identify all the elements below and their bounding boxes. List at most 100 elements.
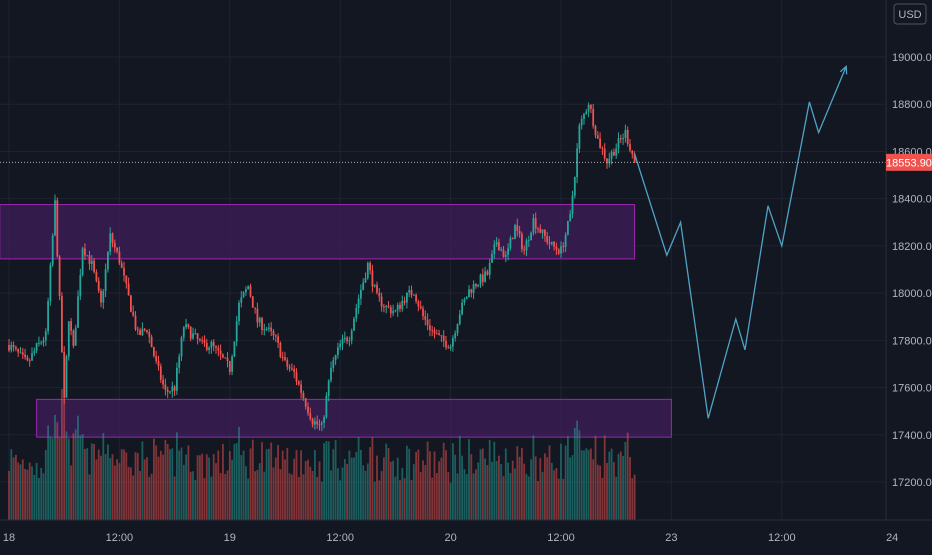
volume-bar (261, 442, 263, 520)
time-tick-label: 19 (224, 532, 236, 544)
candle-body (307, 406, 309, 414)
candle-body (424, 316, 427, 320)
candle-body (77, 296, 79, 328)
candle-body (49, 264, 52, 302)
candle-body (470, 289, 473, 293)
candle-body (532, 218, 535, 233)
candle-body (263, 329, 266, 331)
volume-bar (502, 476, 505, 520)
volume-bar (486, 465, 489, 520)
volume-bar (54, 414, 56, 520)
candle-body (567, 221, 569, 235)
candle-body (304, 398, 307, 407)
candle-body (343, 337, 346, 339)
candle-body (350, 330, 353, 341)
volume-bar (343, 458, 346, 520)
candle-body (389, 307, 392, 314)
candle-body (477, 284, 480, 287)
time-tick-label: 12:00 (326, 532, 354, 544)
volume-bar (385, 443, 388, 520)
candle-body (626, 130, 629, 144)
volume-bar (357, 437, 360, 520)
volume-bar (479, 449, 482, 520)
volume-bar (514, 468, 516, 520)
volume-bar (84, 449, 86, 520)
candle-body (33, 350, 36, 354)
candle-body (268, 327, 270, 329)
candle-body (212, 341, 215, 346)
candle-body (127, 283, 130, 296)
volume-bar (65, 431, 68, 520)
volume-bar (56, 422, 59, 520)
candle-body (617, 138, 620, 149)
volume-bar (380, 470, 383, 520)
candle-body (403, 300, 406, 303)
candle-body (548, 242, 551, 244)
volume-bar (118, 463, 121, 520)
volume-bar (422, 460, 424, 520)
volume-bar (541, 471, 544, 520)
price-axis-panel[interactable] (886, 0, 932, 520)
candle-body (176, 367, 178, 391)
volume-bar (67, 438, 70, 520)
candle-body (70, 321, 72, 331)
volume-bar (419, 471, 422, 520)
candle-body (629, 143, 631, 151)
candle-body (325, 395, 328, 418)
volume-bar (355, 451, 358, 520)
volume-bar (196, 455, 199, 520)
volume-bar (178, 450, 181, 520)
candle-body (327, 380, 330, 396)
volume-bar (378, 480, 381, 520)
volume-bar (578, 430, 581, 520)
candle-body (104, 269, 107, 292)
volume-bar (320, 481, 323, 520)
candle-body (311, 418, 314, 425)
volume-bar (364, 470, 367, 520)
volume-bar (130, 467, 132, 520)
candle-body (348, 340, 351, 342)
time-axis-panel[interactable] (0, 520, 932, 550)
volume-bar (484, 458, 486, 520)
volume-bar (348, 450, 351, 520)
volume-bar (606, 462, 608, 520)
candle-body (100, 290, 102, 303)
candle-body (486, 271, 489, 275)
volume-bar (332, 449, 335, 520)
volume-bar (143, 459, 146, 520)
candle-body (431, 330, 434, 332)
candle-body (233, 341, 236, 357)
price-tick-label: 17800.00 (892, 335, 932, 347)
volume-bar (125, 452, 128, 520)
candle-body (291, 368, 293, 370)
candle-body (610, 151, 613, 159)
volume-bar (585, 448, 588, 520)
volume-bar (74, 429, 77, 520)
volume-bar (104, 454, 107, 520)
candle-body (525, 240, 528, 251)
currency-label: USD (898, 9, 921, 21)
volume-bar (406, 445, 408, 520)
candle-body (247, 286, 250, 290)
candle-body (118, 251, 121, 264)
candle-body (208, 347, 210, 350)
candle-body (454, 333, 457, 338)
currency-box[interactable]: USD (893, 3, 927, 25)
volume-bar (185, 454, 187, 520)
candle-body (56, 200, 59, 257)
candle-body (633, 154, 636, 163)
candle-body (396, 304, 399, 311)
volume-bar (297, 476, 300, 520)
volume-bar (162, 454, 164, 520)
volume-bar (127, 466, 130, 520)
candle-body (339, 343, 342, 348)
candle-body (136, 329, 139, 331)
candle-body (491, 253, 493, 263)
candle-body (332, 360, 335, 368)
candle-body (187, 324, 190, 327)
candle-body (12, 344, 15, 348)
volume-bar (233, 443, 236, 520)
volume-bar (157, 456, 160, 520)
